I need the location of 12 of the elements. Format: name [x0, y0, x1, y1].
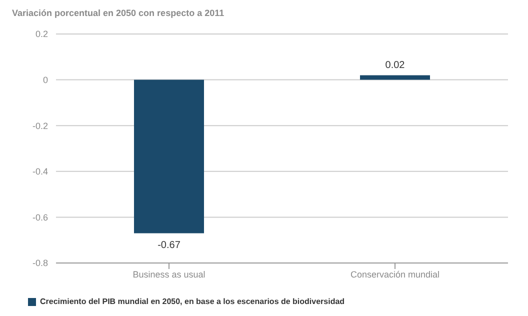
y-tick-label: 0	[42, 74, 48, 85]
x-tick-label: Business as usual	[132, 269, 206, 280]
y-tick-label: -0.2	[32, 120, 48, 131]
y-tick-label: 0.2	[35, 29, 48, 40]
data-label: 0.02	[385, 60, 406, 72]
x-tick-label: Conservación mundial	[350, 269, 440, 280]
data-label: -0.67	[158, 240, 181, 252]
y-tick-label: -0.4	[32, 166, 48, 177]
y-tick-label: -0.6	[32, 212, 48, 222]
y-tick-label: -0.8	[32, 258, 48, 268]
chart-title: Variación porcentual en 2050 con respecto a 2011	[12, 8, 226, 20]
legend-label: Crecimiento del PIB mundial en 2050, en base a los escenarios de biodiversidad	[40, 297, 345, 306]
